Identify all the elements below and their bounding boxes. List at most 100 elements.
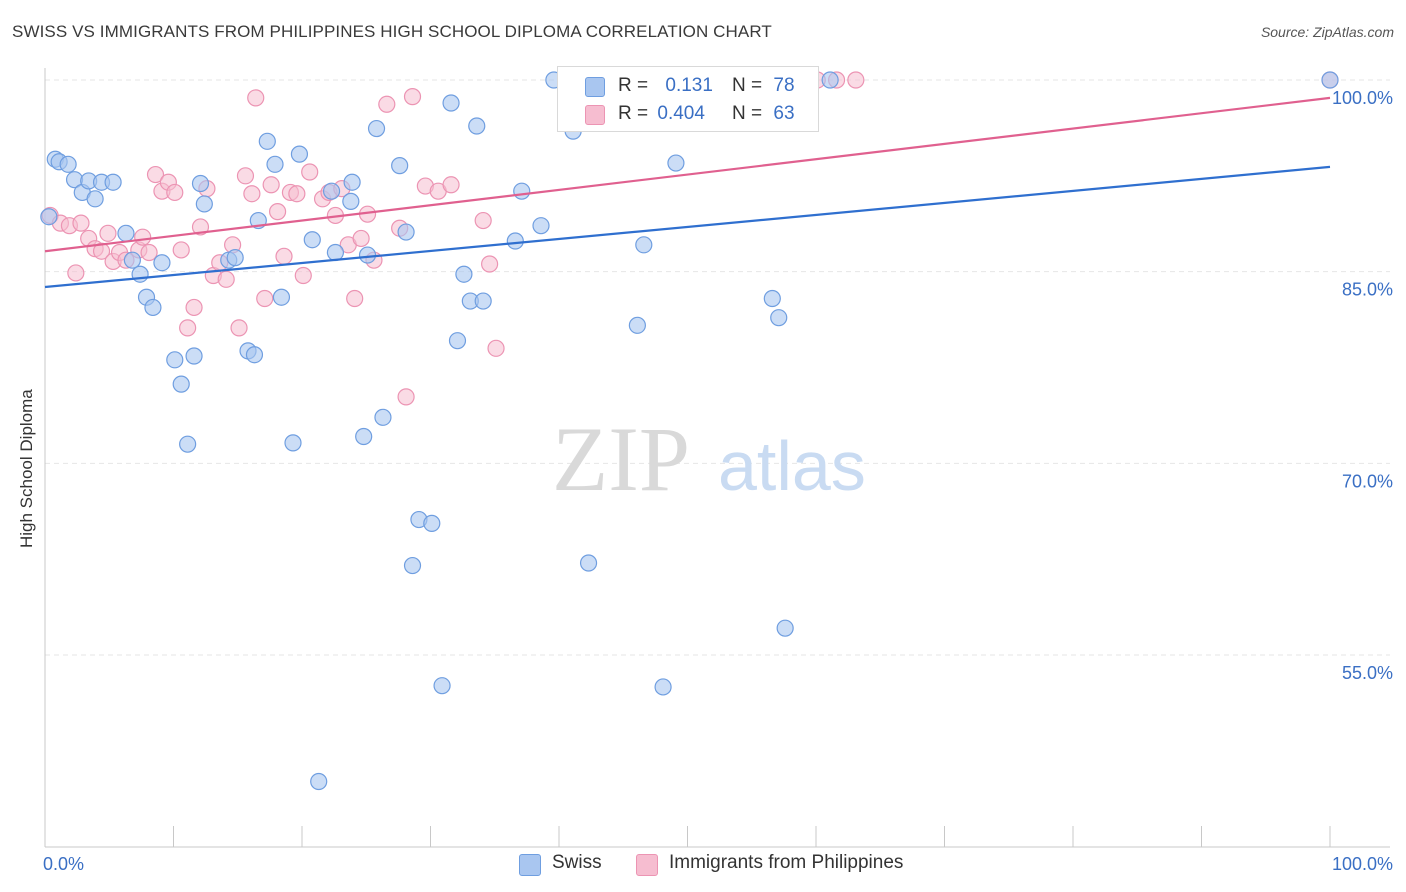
philippines-point (474, 211, 492, 230)
philippines-point (378, 95, 396, 113)
legend-n-swiss: N = 78 (732, 75, 795, 97)
philippines-point (217, 270, 235, 288)
philippines-point (179, 319, 197, 337)
swiss-point (506, 232, 524, 250)
swiss-point (284, 434, 302, 452)
swiss-point (185, 347, 203, 365)
watermark-atlas: atlas (718, 427, 866, 505)
philippines-point (268, 203, 287, 221)
swiss-point (442, 94, 460, 112)
n-label: N = (732, 75, 763, 96)
y-tick-label: 70.0% (1342, 471, 1393, 491)
swiss-trend-line (44, 165, 1331, 289)
philippines-point (294, 266, 312, 285)
swiss-point (153, 254, 171, 272)
chart-title: SWISS VS IMMIGRANTS FROM PHILIPPINES HIG… (12, 22, 772, 41)
watermark: ZIP atlas (552, 408, 866, 510)
swiss-swatch (585, 77, 605, 97)
swiss-point (40, 208, 58, 226)
swiss-point (326, 243, 345, 262)
swiss-point (448, 332, 467, 350)
swiss-point (391, 157, 409, 175)
legend-r-swiss: R = 0.131 (618, 75, 713, 97)
philippines-point (403, 88, 422, 106)
swiss-point (374, 408, 392, 426)
philippines-swatch (585, 105, 605, 125)
x-tick-label: 0.0% (43, 854, 84, 874)
swiss-point (226, 249, 244, 267)
philippines-point (442, 176, 460, 194)
swiss-point (343, 173, 361, 191)
legend-row-philippines: R = 0.404 N = 63 (558, 101, 818, 129)
legend-label-philippines: Immigrants from Philippines (669, 852, 904, 873)
swiss-point (123, 251, 141, 269)
r-value: 0.404 (657, 103, 705, 124)
philippines-point (275, 247, 293, 265)
legend-n-philippines: N = 63 (732, 103, 795, 125)
legend-row-swiss: R = 0.131 N = 78 (558, 73, 818, 101)
r-label: R = (618, 103, 649, 124)
source-label: Source: ZipAtlas.com (1260, 24, 1394, 40)
swiss-point (303, 231, 321, 249)
n-label: N = (732, 103, 763, 124)
legend-r-philippines: R = 0.404 (618, 103, 705, 125)
swiss-point (355, 427, 373, 446)
swiss-point (358, 246, 377, 264)
philippines-point (191, 218, 210, 236)
swiss-point (86, 190, 104, 208)
swiss-point (532, 217, 550, 235)
swiss-point (172, 375, 190, 393)
philippines-point (99, 224, 117, 242)
philippines-point (134, 228, 152, 246)
watermark-zip: ZIP (552, 408, 690, 510)
legend-stats: R = 0.131 N = 78 R = 0.404 N = 63 (557, 66, 819, 132)
swiss-point (179, 435, 197, 453)
swiss-point (513, 182, 531, 200)
swiss-point (474, 292, 492, 310)
swiss-point (635, 236, 653, 254)
swiss-point (195, 195, 213, 213)
x-tick-label: 100.0% (1332, 854, 1393, 874)
swiss-point (770, 309, 788, 327)
philippines-point (397, 388, 415, 406)
swiss-point (191, 174, 210, 193)
swiss-point (245, 346, 264, 364)
swiss-point (821, 71, 839, 89)
swiss-point (579, 554, 598, 572)
n-value: 63 (773, 103, 795, 124)
philippines-point (247, 89, 265, 107)
philippines-point (847, 71, 865, 89)
trend-lines (44, 96, 1331, 289)
philippines-point (352, 229, 370, 248)
philippines-point (92, 242, 111, 260)
philippines-point (140, 243, 158, 262)
swiss-point (628, 316, 646, 334)
philippines-point (301, 163, 319, 181)
gridlines (45, 79, 1390, 656)
swiss-point (59, 155, 77, 173)
swiss-swatch (519, 854, 541, 876)
philippines-swatch (636, 854, 658, 876)
swiss-point (776, 619, 794, 637)
swiss-point (144, 298, 162, 317)
swiss-point (1321, 71, 1339, 89)
philippines-point (72, 214, 90, 232)
philippines-trend-line (44, 96, 1331, 253)
swiss-point (131, 265, 149, 283)
philippines-point (243, 185, 261, 203)
r-value: 0.131 (665, 75, 713, 96)
swiss-point (258, 132, 276, 150)
swiss-point (468, 117, 486, 135)
swiss-point (403, 556, 422, 575)
tick-labels: 55.0% 70.0% 85.0% 100.0% 0.0% 100.0% (43, 88, 1393, 874)
philippines-point (166, 183, 184, 202)
swiss-point (423, 514, 441, 532)
swiss-point (104, 173, 122, 191)
swiss-point (397, 223, 415, 241)
philippines-point (481, 255, 499, 273)
philippines-point (487, 339, 505, 357)
legend-label-swiss: Swiss (552, 852, 602, 873)
philippines-point (288, 185, 306, 203)
swiss-point (667, 154, 685, 172)
swiss-point (272, 288, 291, 306)
